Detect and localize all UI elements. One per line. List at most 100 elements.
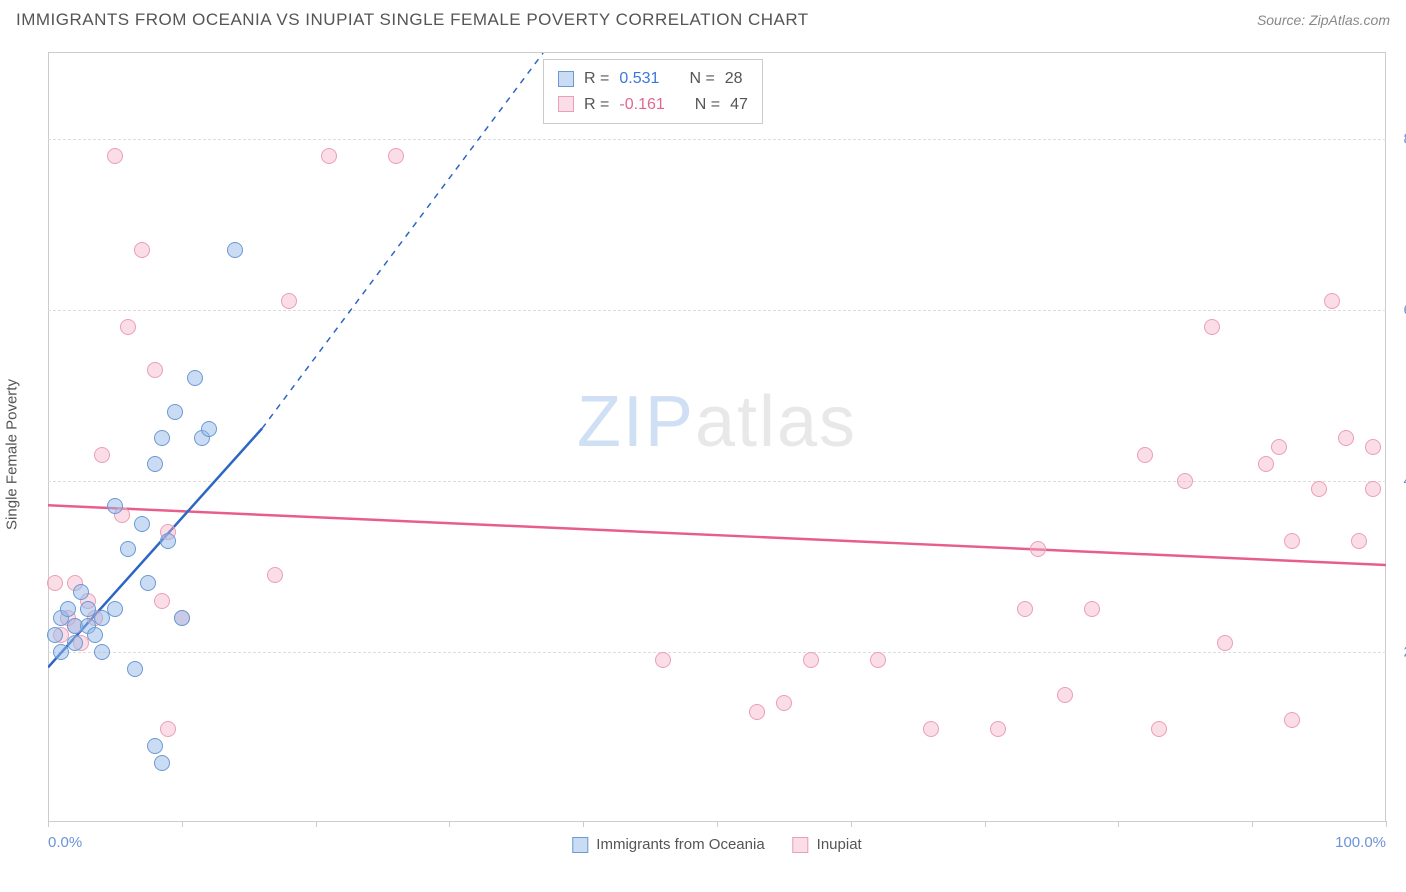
- scatter-point-blue: [107, 498, 123, 514]
- scatter-point-pink: [134, 242, 150, 258]
- scatter-point-blue: [127, 661, 143, 677]
- scatter-point-pink: [281, 293, 297, 309]
- scatter-point-pink: [1057, 687, 1073, 703]
- scatter-point-pink: [120, 319, 136, 335]
- x-tick-mark: [985, 821, 986, 827]
- x-tick-mark: [1252, 821, 1253, 827]
- scatter-point-blue: [160, 533, 176, 549]
- legend-item-pink: Inupiat: [793, 836, 862, 853]
- x-tick-mark: [1118, 821, 1119, 827]
- scatter-point-pink: [655, 652, 671, 668]
- scatter-point-blue: [134, 516, 150, 532]
- scatter-point-blue: [47, 627, 63, 643]
- scatter-point-pink: [1030, 541, 1046, 557]
- scatter-point-pink: [154, 593, 170, 609]
- gridline-h: [48, 310, 1386, 311]
- scatter-point-blue: [154, 755, 170, 771]
- scatter-point-pink: [94, 447, 110, 463]
- chart-header: IMMIGRANTS FROM OCEANIA VS INUPIAT SINGL…: [0, 0, 1406, 38]
- stats-row-blue: R = 0.531 N = 28: [558, 66, 748, 92]
- scatter-point-blue: [60, 601, 76, 617]
- scatter-point-pink: [1217, 635, 1233, 651]
- scatter-point-pink: [1324, 293, 1340, 309]
- watermark: ZIPatlas: [577, 381, 857, 463]
- source-attribution: Source: ZipAtlas.com: [1257, 12, 1390, 28]
- x-tick-mark: [316, 821, 317, 827]
- scatter-point-pink: [147, 362, 163, 378]
- scatter-point-pink: [1177, 473, 1193, 489]
- y-axis-line: [48, 53, 49, 821]
- x-tick-mark: [851, 821, 852, 827]
- x-tick-label: 0.0%: [48, 834, 82, 851]
- n-label: N =: [689, 66, 714, 92]
- scatter-point-blue: [187, 370, 203, 386]
- y-axis-label: Single Female Poverty: [4, 379, 21, 530]
- x-tick-mark: [48, 821, 49, 827]
- x-tick-mark: [717, 821, 718, 827]
- scatter-point-blue: [201, 421, 217, 437]
- scatter-point-pink: [803, 652, 819, 668]
- legend: Immigrants from Oceania Inupiat: [572, 836, 861, 853]
- scatter-point-pink: [47, 575, 63, 591]
- scatter-point-pink: [1151, 721, 1167, 737]
- scatter-point-blue: [167, 404, 183, 420]
- scatter-point-pink: [1258, 456, 1274, 472]
- legend-item-blue: Immigrants from Oceania: [572, 836, 764, 853]
- scatter-point-pink: [776, 695, 792, 711]
- scatter-point-pink: [107, 148, 123, 164]
- gridline-h: [48, 139, 1386, 140]
- x-tick-mark: [583, 821, 584, 827]
- chart-plot-area: ZIPatlas 20.0%40.0%60.0%80.0% R = 0.531 …: [48, 52, 1386, 822]
- legend-label-blue: Immigrants from Oceania: [596, 836, 764, 853]
- scatter-point-pink: [749, 704, 765, 720]
- scatter-point-pink: [321, 148, 337, 164]
- scatter-point-blue: [67, 635, 83, 651]
- stats-row-pink: R = -0.161 N = 47: [558, 92, 748, 118]
- scatter-point-pink: [1137, 447, 1153, 463]
- y-axis-line-right: [1385, 53, 1386, 821]
- n-label: N =: [695, 92, 720, 118]
- x-tick-mark: [449, 821, 450, 827]
- scatter-point-pink: [267, 567, 283, 583]
- scatter-point-pink: [1351, 533, 1367, 549]
- scatter-point-pink: [870, 652, 886, 668]
- scatter-point-pink: [1365, 439, 1381, 455]
- x-tick-label: 100.0%: [1335, 834, 1386, 851]
- r-value-blue: 0.531: [619, 66, 659, 92]
- scatter-point-pink: [1084, 601, 1100, 617]
- scatter-point-pink: [1338, 430, 1354, 446]
- swatch-pink-icon: [558, 96, 574, 112]
- scatter-point-blue: [147, 456, 163, 472]
- scatter-point-pink: [160, 721, 176, 737]
- scatter-point-pink: [1017, 601, 1033, 617]
- x-tick-mark: [182, 821, 183, 827]
- scatter-point-pink: [1271, 439, 1287, 455]
- swatch-pink-icon: [793, 837, 809, 853]
- scatter-point-pink: [990, 721, 1006, 737]
- scatter-point-blue: [154, 430, 170, 446]
- scatter-point-blue: [174, 610, 190, 626]
- n-value-pink: 47: [730, 92, 748, 118]
- scatter-point-blue: [73, 584, 89, 600]
- scatter-point-blue: [94, 644, 110, 660]
- scatter-point-pink: [1204, 319, 1220, 335]
- scatter-point-blue: [140, 575, 156, 591]
- n-value-blue: 28: [725, 66, 743, 92]
- r-label: R =: [584, 66, 609, 92]
- correlation-stats-box: R = 0.531 N = 28 R = -0.161 N = 47: [543, 59, 763, 124]
- scatter-point-pink: [923, 721, 939, 737]
- scatter-point-blue: [120, 541, 136, 557]
- scatter-point-blue: [147, 738, 163, 754]
- r-label: R =: [584, 92, 609, 118]
- chart-title: IMMIGRANTS FROM OCEANIA VS INUPIAT SINGL…: [16, 10, 809, 30]
- gridline-h: [48, 652, 1386, 653]
- legend-label-pink: Inupiat: [817, 836, 862, 853]
- scatter-point-pink: [1311, 481, 1327, 497]
- scatter-point-blue: [227, 242, 243, 258]
- swatch-blue-icon: [558, 71, 574, 87]
- scatter-point-pink: [1284, 712, 1300, 728]
- scatter-point-pink: [1284, 533, 1300, 549]
- scatter-point-pink: [1365, 481, 1381, 497]
- scatter-point-blue: [107, 601, 123, 617]
- scatter-point-pink: [388, 148, 404, 164]
